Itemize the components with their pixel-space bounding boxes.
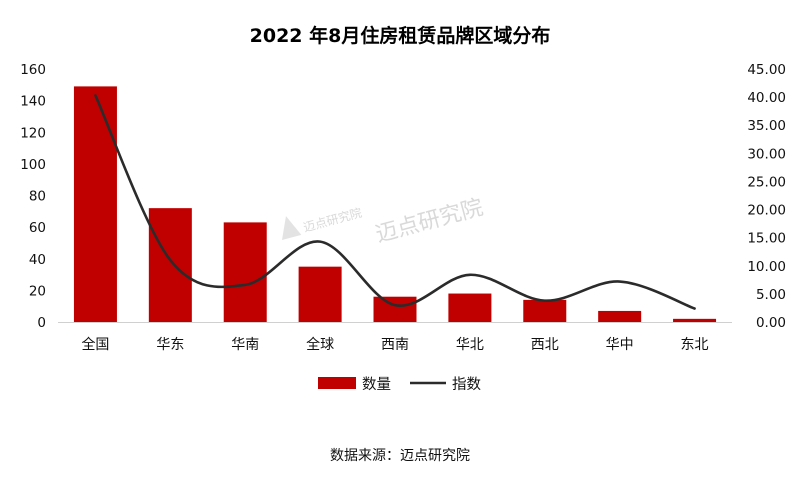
legend-bar-label: 数量	[362, 376, 391, 393]
category-label: 华东	[156, 337, 184, 353]
right-axis-tick-label: 30.00	[747, 146, 786, 162]
right-axis-tick-label: 5.00	[756, 287, 786, 303]
index-series-line	[94, 94, 696, 310]
bar-西南	[373, 296, 417, 322]
bar-华北	[448, 293, 492, 322]
category-label: 华北	[456, 337, 484, 353]
category-label: 西北	[531, 337, 559, 353]
right-axis-tick-label: 25.00	[747, 174, 786, 190]
left-axis-tick-label: 140	[20, 94, 46, 110]
watermark-logo: 迈点研究院 迈点研究院	[282, 195, 486, 248]
bar-东北	[673, 318, 717, 322]
left-axis-tick-label: 60	[29, 220, 46, 236]
legend-line-label: 指数	[452, 376, 481, 393]
watermark-icon	[282, 216, 302, 240]
category-label: 华中	[606, 337, 634, 353]
legend: 数量 指数	[318, 376, 481, 393]
category-label: 西南	[381, 337, 409, 353]
bar-全国	[73, 86, 117, 322]
chart-title: 2022 年8月住房租赁品牌区域分布	[250, 24, 551, 47]
bar-华东	[148, 208, 192, 322]
bar-华中	[598, 310, 642, 322]
left-axis-tick-label: 0	[37, 315, 46, 331]
bar-西北	[523, 299, 567, 322]
bar-series	[73, 86, 717, 322]
right-axis-tick-label: 40.00	[747, 90, 786, 106]
left-axis: 0 20 40 60 80 100 120 140 160	[20, 62, 46, 331]
right-axis: 0.00 5.00 10.00 15.00 20.00 25.00 30.00 35.00 40…	[747, 62, 786, 331]
category-label: 全球	[306, 336, 334, 353]
category-label: 东北	[681, 337, 709, 353]
right-axis-tick-label: 15.00	[747, 231, 786, 247]
category-label: 全国	[81, 336, 109, 353]
right-axis-tick-label: 45.00	[747, 62, 786, 78]
watermark-text: 迈点研究院	[373, 195, 486, 248]
right-axis-tick-label: 35.00	[747, 118, 786, 134]
right-axis-tick-label: 20.00	[747, 203, 786, 219]
legend-bar-swatch	[318, 377, 356, 389]
left-axis-tick-label: 40	[29, 252, 46, 268]
bar-华南	[223, 222, 267, 322]
category-axis: 全国 华东 华南 全球 西南 华北 西北 华中 东北	[81, 336, 708, 353]
right-axis-tick-label: 10.00	[747, 259, 786, 275]
bar-全球	[298, 266, 342, 322]
right-axis-tick-label: 0.00	[756, 315, 786, 331]
left-axis-tick-label: 100	[20, 157, 46, 173]
left-axis-tick-label: 160	[20, 62, 46, 78]
left-axis-tick-label: 120	[20, 125, 46, 141]
left-axis-tick-label: 20	[29, 283, 46, 299]
source-note: 数据来源：迈点研究院	[330, 448, 470, 464]
left-axis-tick-label: 80	[29, 189, 46, 205]
category-label: 华南	[231, 337, 259, 353]
watermark-small-text: 迈点研究院	[302, 205, 364, 235]
